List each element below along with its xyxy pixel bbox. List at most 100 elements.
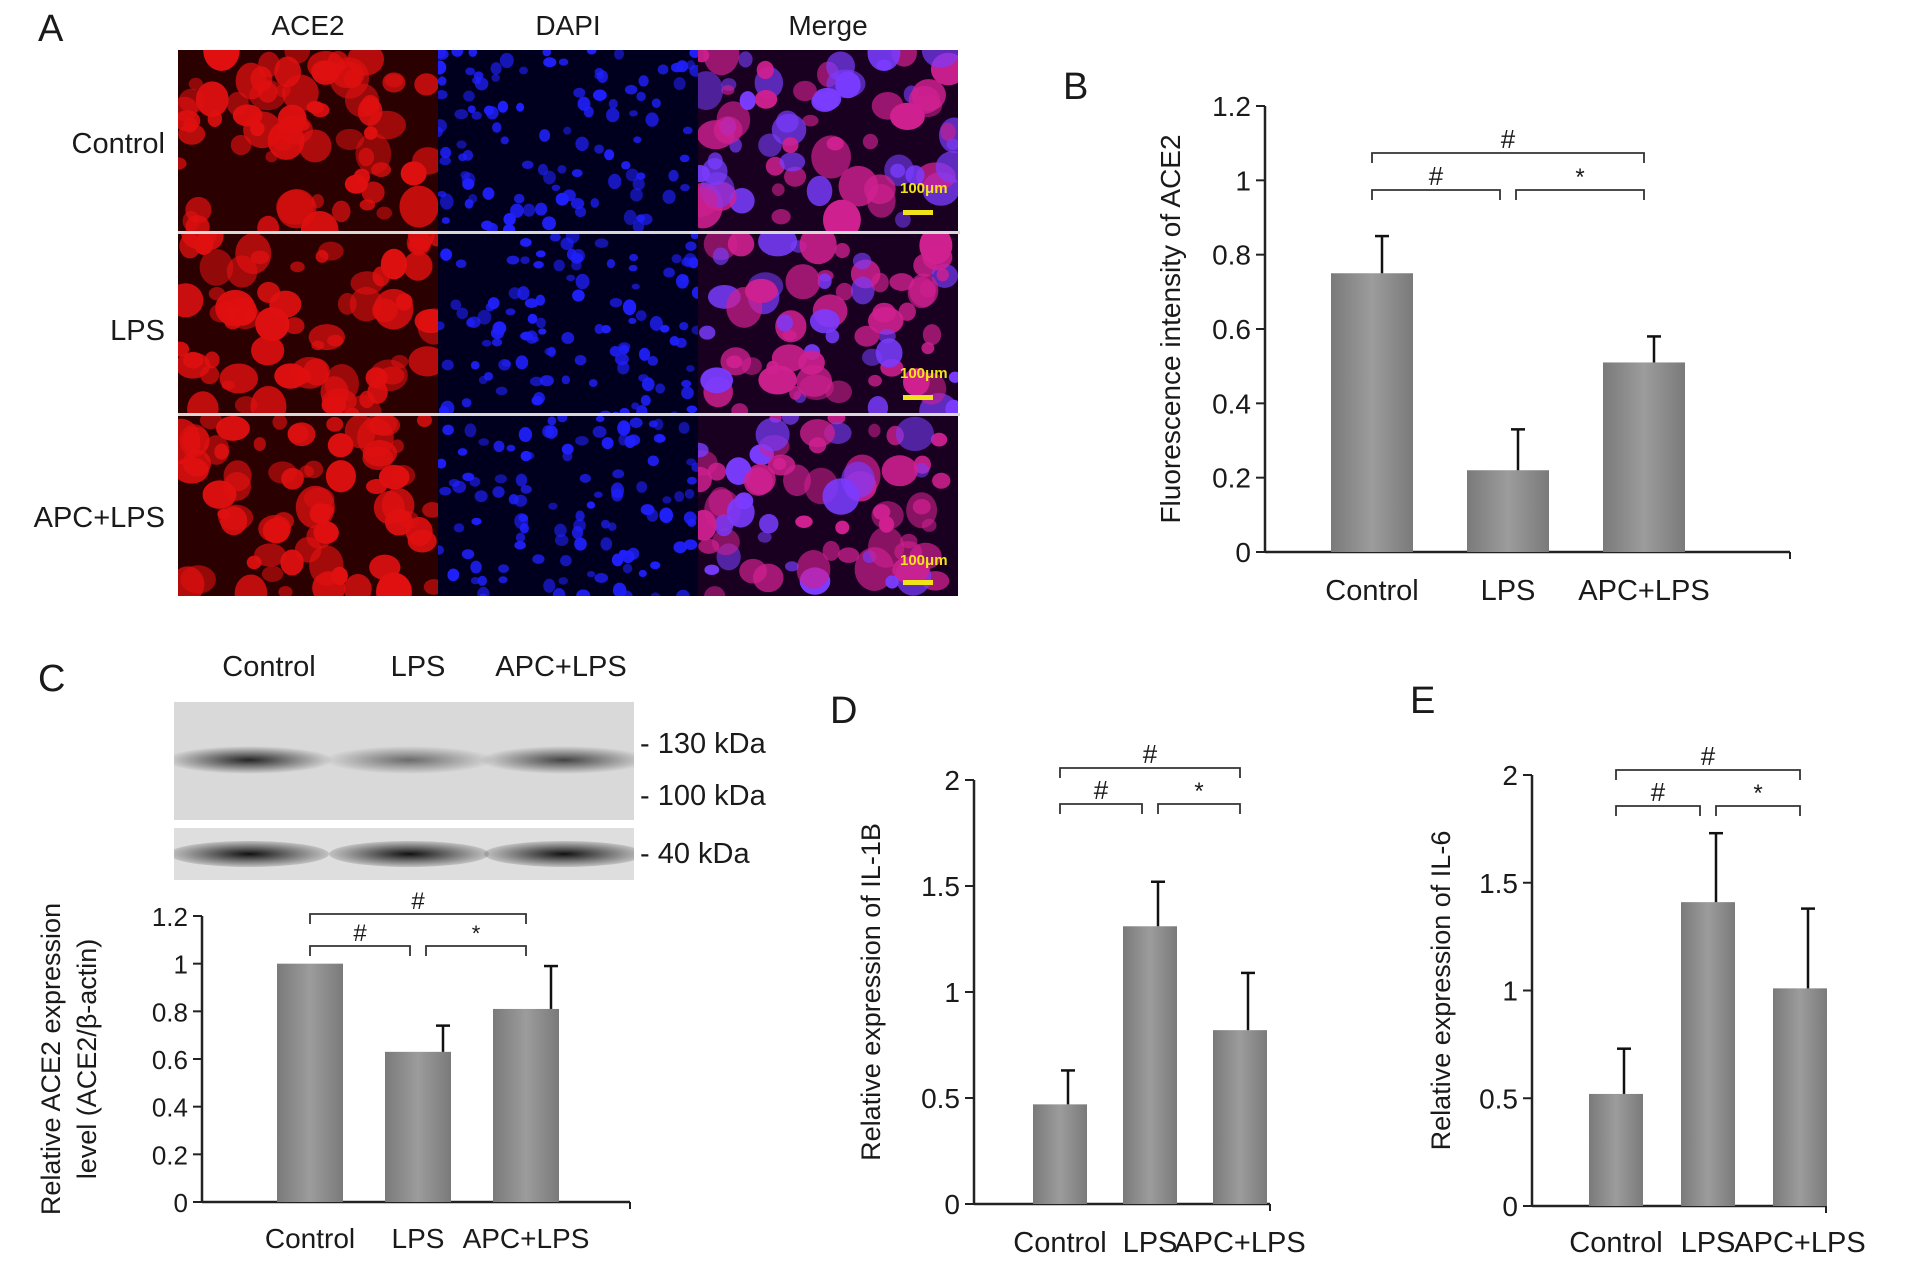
significance-marker: * (1753, 780, 1762, 807)
bar (1331, 273, 1413, 552)
y-axis-label: Relative ACE2 expression (36, 903, 66, 1215)
x-tick-label: LPS (392, 1223, 445, 1254)
significance-bracket (1157, 803, 1241, 814)
y-tick-label: 1 (944, 977, 960, 1008)
x-tick-label: APC+LPS (1578, 575, 1709, 607)
row-label-lps: LPS (110, 315, 165, 347)
micrograph-tile (178, 234, 438, 413)
significance-marker: * (1575, 164, 1584, 191)
y-tick-label: 0.6 (1212, 314, 1251, 345)
significance-marker: * (472, 921, 481, 946)
y-tick-label: 0.8 (1212, 240, 1251, 271)
bar (1123, 926, 1177, 1204)
x-tick-label: LPS (1481, 575, 1536, 607)
marker-130kda: - 130 kDa (640, 728, 766, 760)
bar (1467, 470, 1549, 552)
bar (1589, 1093, 1643, 1206)
significance-marker: # (1429, 161, 1444, 191)
significance-bracket (425, 945, 527, 956)
x-tick-label: APC+LPS (1734, 1227, 1865, 1259)
significance-marker: # (1701, 741, 1716, 771)
row-label-apc-lps: APC+LPS (33, 502, 165, 534)
x-tick-label: Control (1569, 1227, 1663, 1259)
significance-bracket (1615, 769, 1801, 780)
micrograph-tile (438, 234, 698, 413)
blot-band (329, 841, 489, 867)
x-tick-label: APC+LPS (1174, 1227, 1305, 1259)
significance-bracket (309, 945, 411, 956)
western-blot-actin (174, 828, 634, 880)
y-tick-label: 1.5 (1479, 868, 1518, 899)
significance-marker: # (1094, 775, 1109, 805)
panel-label-c: C (38, 658, 66, 700)
y-tick-label: 1 (1235, 165, 1251, 196)
significance-marker: # (1501, 124, 1516, 154)
micrograph-tile (178, 416, 438, 596)
micrograph-tile (698, 416, 958, 596)
blot-lane-label-control: Control (222, 651, 316, 683)
bar (385, 1051, 451, 1202)
significance-marker: # (411, 888, 425, 915)
y-tick-label: 2 (944, 765, 960, 796)
blot-band (479, 746, 634, 774)
micrograph-tile (178, 50, 438, 231)
x-tick-label: APC+LPS (463, 1223, 590, 1254)
micrograph-tile (438, 416, 698, 596)
blot-band (174, 746, 334, 774)
y-tick-label: 0.4 (1212, 388, 1251, 419)
scale-bar (903, 395, 933, 400)
y-tick-label: 0.8 (152, 997, 188, 1027)
y-tick-label: 1.2 (1212, 91, 1251, 122)
blot-lane-label-apc-lps: APC+LPS (495, 651, 627, 683)
y-axis-label: Fluorescence intensity of ACE2 (1155, 134, 1186, 523)
significance-marker: * (1194, 778, 1203, 805)
y-tick-label: 2 (1502, 760, 1518, 791)
micrograph-tile (698, 50, 958, 231)
scale-bar-label: 100μm (900, 365, 948, 382)
y-tick-label: 0.5 (921, 1083, 960, 1114)
y-tick-label: 0.4 (152, 1093, 188, 1123)
chart-c: 0 0.2 0.4 0.6 0.8 1 1.2 Relative ACE2 expressio… (36, 888, 631, 1254)
row-label-control: Control (71, 128, 166, 160)
y-axis-label: level (ACE2/β-actin) (72, 939, 102, 1180)
y-tick-label: 0 (174, 1188, 188, 1218)
bar (493, 1008, 559, 1202)
micrograph-tile (698, 234, 958, 413)
panel-label-a: A (38, 8, 64, 50)
significance-bracket (309, 913, 527, 924)
scale-bar (903, 210, 933, 215)
x-tick-label: LPS (1123, 1227, 1178, 1259)
y-tick-label: 0 (1235, 537, 1251, 568)
y-tick-label: 0 (1502, 1191, 1518, 1222)
bar (1681, 902, 1735, 1206)
y-tick-label: 0.5 (1479, 1083, 1518, 1114)
significance-marker: # (1651, 777, 1666, 807)
y-axis-label: Relative expression of IL-6 (1426, 831, 1456, 1151)
y-tick-label: 0.6 (152, 1045, 188, 1075)
y-axis-label: Relative expression of IL-1B (856, 823, 886, 1161)
bar (1603, 362, 1685, 552)
y-tick-label: 1 (1502, 976, 1518, 1007)
chart-b: 0 0.2 0.4 0.6 0.8 1 1.2 Fluorescence intensity … (1155, 91, 1791, 607)
row-divider (178, 413, 960, 416)
bar (1773, 988, 1827, 1206)
significance-bracket (1059, 803, 1143, 814)
x-tick-label: Control (1013, 1227, 1107, 1259)
scale-bar-label: 100μm (900, 552, 948, 569)
significance-bracket (1371, 152, 1645, 163)
blot-band (484, 841, 634, 867)
bar (1213, 1030, 1267, 1204)
x-tick-label: LPS (1681, 1227, 1736, 1259)
bar (1033, 1104, 1087, 1204)
significance-bracket (1371, 189, 1501, 200)
significance-bracket (1715, 805, 1801, 816)
row-divider (178, 231, 960, 234)
y-tick-label: 0.2 (1212, 463, 1251, 494)
x-tick-label: Control (265, 1223, 355, 1254)
y-tick-label: 1.2 (152, 902, 188, 932)
y-tick-label: 0 (944, 1189, 960, 1220)
blot-lane-label-lps: LPS (390, 651, 446, 683)
panel-label-d: D (830, 690, 858, 732)
western-blot-ace2 (174, 702, 634, 820)
panel-label-b: B (1063, 66, 1089, 108)
